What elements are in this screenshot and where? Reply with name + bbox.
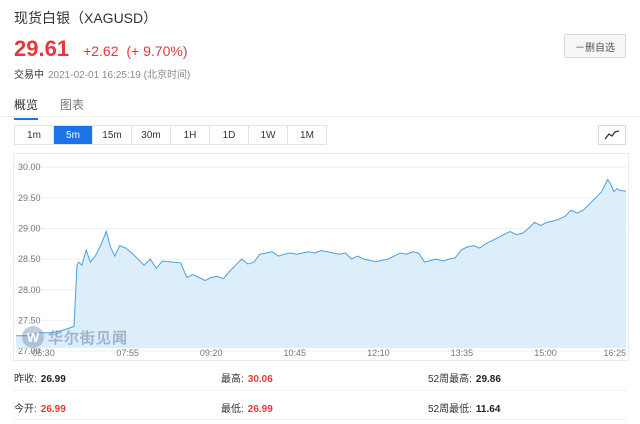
x-tick-label: 09:20 <box>200 348 223 358</box>
period-1w[interactable]: 1W <box>249 126 288 144</box>
current-price: 29.61 <box>14 36 70 61</box>
period-1m[interactable]: 1m <box>15 126 54 144</box>
y-tick-label: 27.50 <box>18 315 41 325</box>
stat-label: 最高: <box>221 374 244 385</box>
y-tick-label: 28.00 <box>18 285 41 295</box>
view-tabs: 概览 图表 <box>14 96 106 120</box>
x-tick-label: 13:35 <box>451 348 474 358</box>
y-tick-label: 29.50 <box>18 193 41 203</box>
stat-high: 最高: 30.06 <box>221 370 273 385</box>
period-5m[interactable]: 5m <box>54 126 93 144</box>
y-tick-label: 28.50 <box>18 254 41 264</box>
change-percent: (+ 9.70%) <box>126 43 188 59</box>
change-value: +2.62 <box>83 43 119 59</box>
period-1d[interactable]: 1D <box>210 126 249 144</box>
price-line <box>16 178 627 337</box>
stat-label: 52周最高: <box>428 374 472 385</box>
stats-divider <box>14 419 626 420</box>
stat-value: 26.99 <box>247 404 273 415</box>
watermark: W 华尔街见闻 <box>22 326 128 348</box>
period-1mo[interactable]: 1M <box>300 129 314 141</box>
tab-overview[interactable]: 概览 <box>14 96 39 120</box>
y-tick-label: 29.00 <box>18 223 41 233</box>
period-30m[interactable]: 30m <box>132 126 171 144</box>
trading-status: 交易中 2021-02-01 16:25:19 (北京时间) <box>14 66 190 81</box>
x-tick-label: 15:00 <box>534 348 557 358</box>
stat-low: 最低: 26.99 <box>221 400 273 415</box>
line-chart-icon <box>604 130 620 140</box>
x-tick-label: 16:25 <box>603 348 626 358</box>
chart-type-toggle[interactable] <box>598 125 626 145</box>
remove-watchlist-button[interactable]: －删自选 <box>564 34 626 58</box>
status-text: 交易中 <box>14 70 44 81</box>
status-timestamp: 2021-02-01 16:25:19 (北京时间) <box>48 70 191 81</box>
stat-52wk-low: 52周最低: 11.64 <box>428 400 500 415</box>
price-row: 29.61 +2.62 (+ 9.70%) <box>14 36 187 62</box>
price-chart-svg: 30.00 29.50 29.00 28.50 28.00 27.50 27.0005:30… <box>14 162 628 358</box>
x-tick-label: 07:55 <box>116 348 139 358</box>
price-change: +2.62 (+ 9.70%) <box>83 43 187 59</box>
stat-label: 52周最低: <box>428 404 472 415</box>
x-tick-label: 12:10 <box>367 348 390 358</box>
period-15m[interactable]: 15m <box>93 126 132 144</box>
stat-value: 11.64 <box>475 404 501 415</box>
stat-value: 30.06 <box>247 374 273 385</box>
price-chart[interactable]: 30.00 29.50 29.00 28.50 28.00 27.50 27.00 05:30… <box>13 153 629 361</box>
stat-52wk-high: 52周最高: 29.86 <box>428 370 501 385</box>
price-area <box>16 179 626 348</box>
period-1h[interactable]: 1H <box>171 126 210 144</box>
y-tick-label: 27.00 <box>18 346 41 356</box>
stat-value: 26.99 <box>40 374 66 385</box>
tab-chart[interactable]: 图表 <box>60 98 85 112</box>
tabs-divider <box>0 116 640 117</box>
x-tick-label: 10:45 <box>284 348 307 358</box>
stat-open: 今开: 26.99 <box>14 400 66 415</box>
instrument-title: 现货白银（XAGUSD） <box>14 10 158 26</box>
stat-value: 29.86 <box>475 374 501 385</box>
watermark-logo: W <box>22 326 44 348</box>
stats-divider <box>14 390 626 391</box>
watermark-text: 华尔街见闻 <box>48 329 129 347</box>
period-selector: 1m 5m 15m 30m 1H 1D 1W 1M <box>14 125 327 145</box>
stat-label: 今开: <box>14 404 37 415</box>
stat-prev-close: 昨收: 26.99 <box>14 370 66 385</box>
stat-label: 最低: <box>221 404 244 415</box>
y-tick-label: 30.00 <box>18 162 41 172</box>
x-tick-label: 05:30 <box>32 348 55 358</box>
stat-value: 26.99 <box>40 404 66 415</box>
stat-label: 昨收: <box>14 374 37 385</box>
